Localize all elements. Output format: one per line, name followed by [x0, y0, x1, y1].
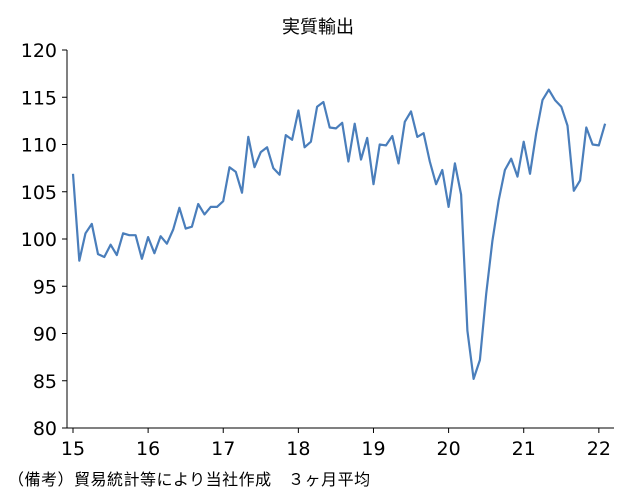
y-tick-label: 105: [21, 182, 57, 204]
y-tick-label: 85: [33, 371, 57, 393]
plot-area: [66, 50, 614, 429]
x-tick-label: 19: [361, 438, 385, 460]
y-tick-label: 110: [21, 135, 57, 157]
series-layer: [71, 88, 607, 380]
x-tick-label: 21: [512, 438, 536, 460]
series-line: [71, 88, 607, 380]
x-tick-label: 15: [61, 438, 85, 460]
x-tick-label: 16: [136, 438, 160, 460]
line-chart: 実質輸出 80 85 90 95 100 105 110 115 120 15 16 17 18 19 2…: [21, 17, 614, 460]
y-tick-label: 100: [21, 229, 57, 251]
chart-title: 実質輸出: [282, 17, 354, 38]
x-tick-label: 22: [587, 438, 611, 460]
x-axis: 15 16 17 18 19 20 21 22: [61, 428, 611, 460]
y-tick-label: 95: [33, 276, 57, 298]
y-tick-label: 80: [33, 418, 57, 440]
x-tick-label: 17: [211, 438, 235, 460]
x-tick-label: 18: [286, 438, 310, 460]
y-axis: 80 85 90 95 100 105 110 115 120: [21, 40, 67, 440]
source-note: （備考）貿易統計等により当社作成 ３ヶ月平均: [8, 470, 371, 489]
y-tick-label: 90: [33, 324, 57, 346]
y-tick-label: 120: [21, 40, 57, 62]
y-tick-label: 115: [21, 87, 57, 109]
x-tick-label: 20: [437, 438, 461, 460]
